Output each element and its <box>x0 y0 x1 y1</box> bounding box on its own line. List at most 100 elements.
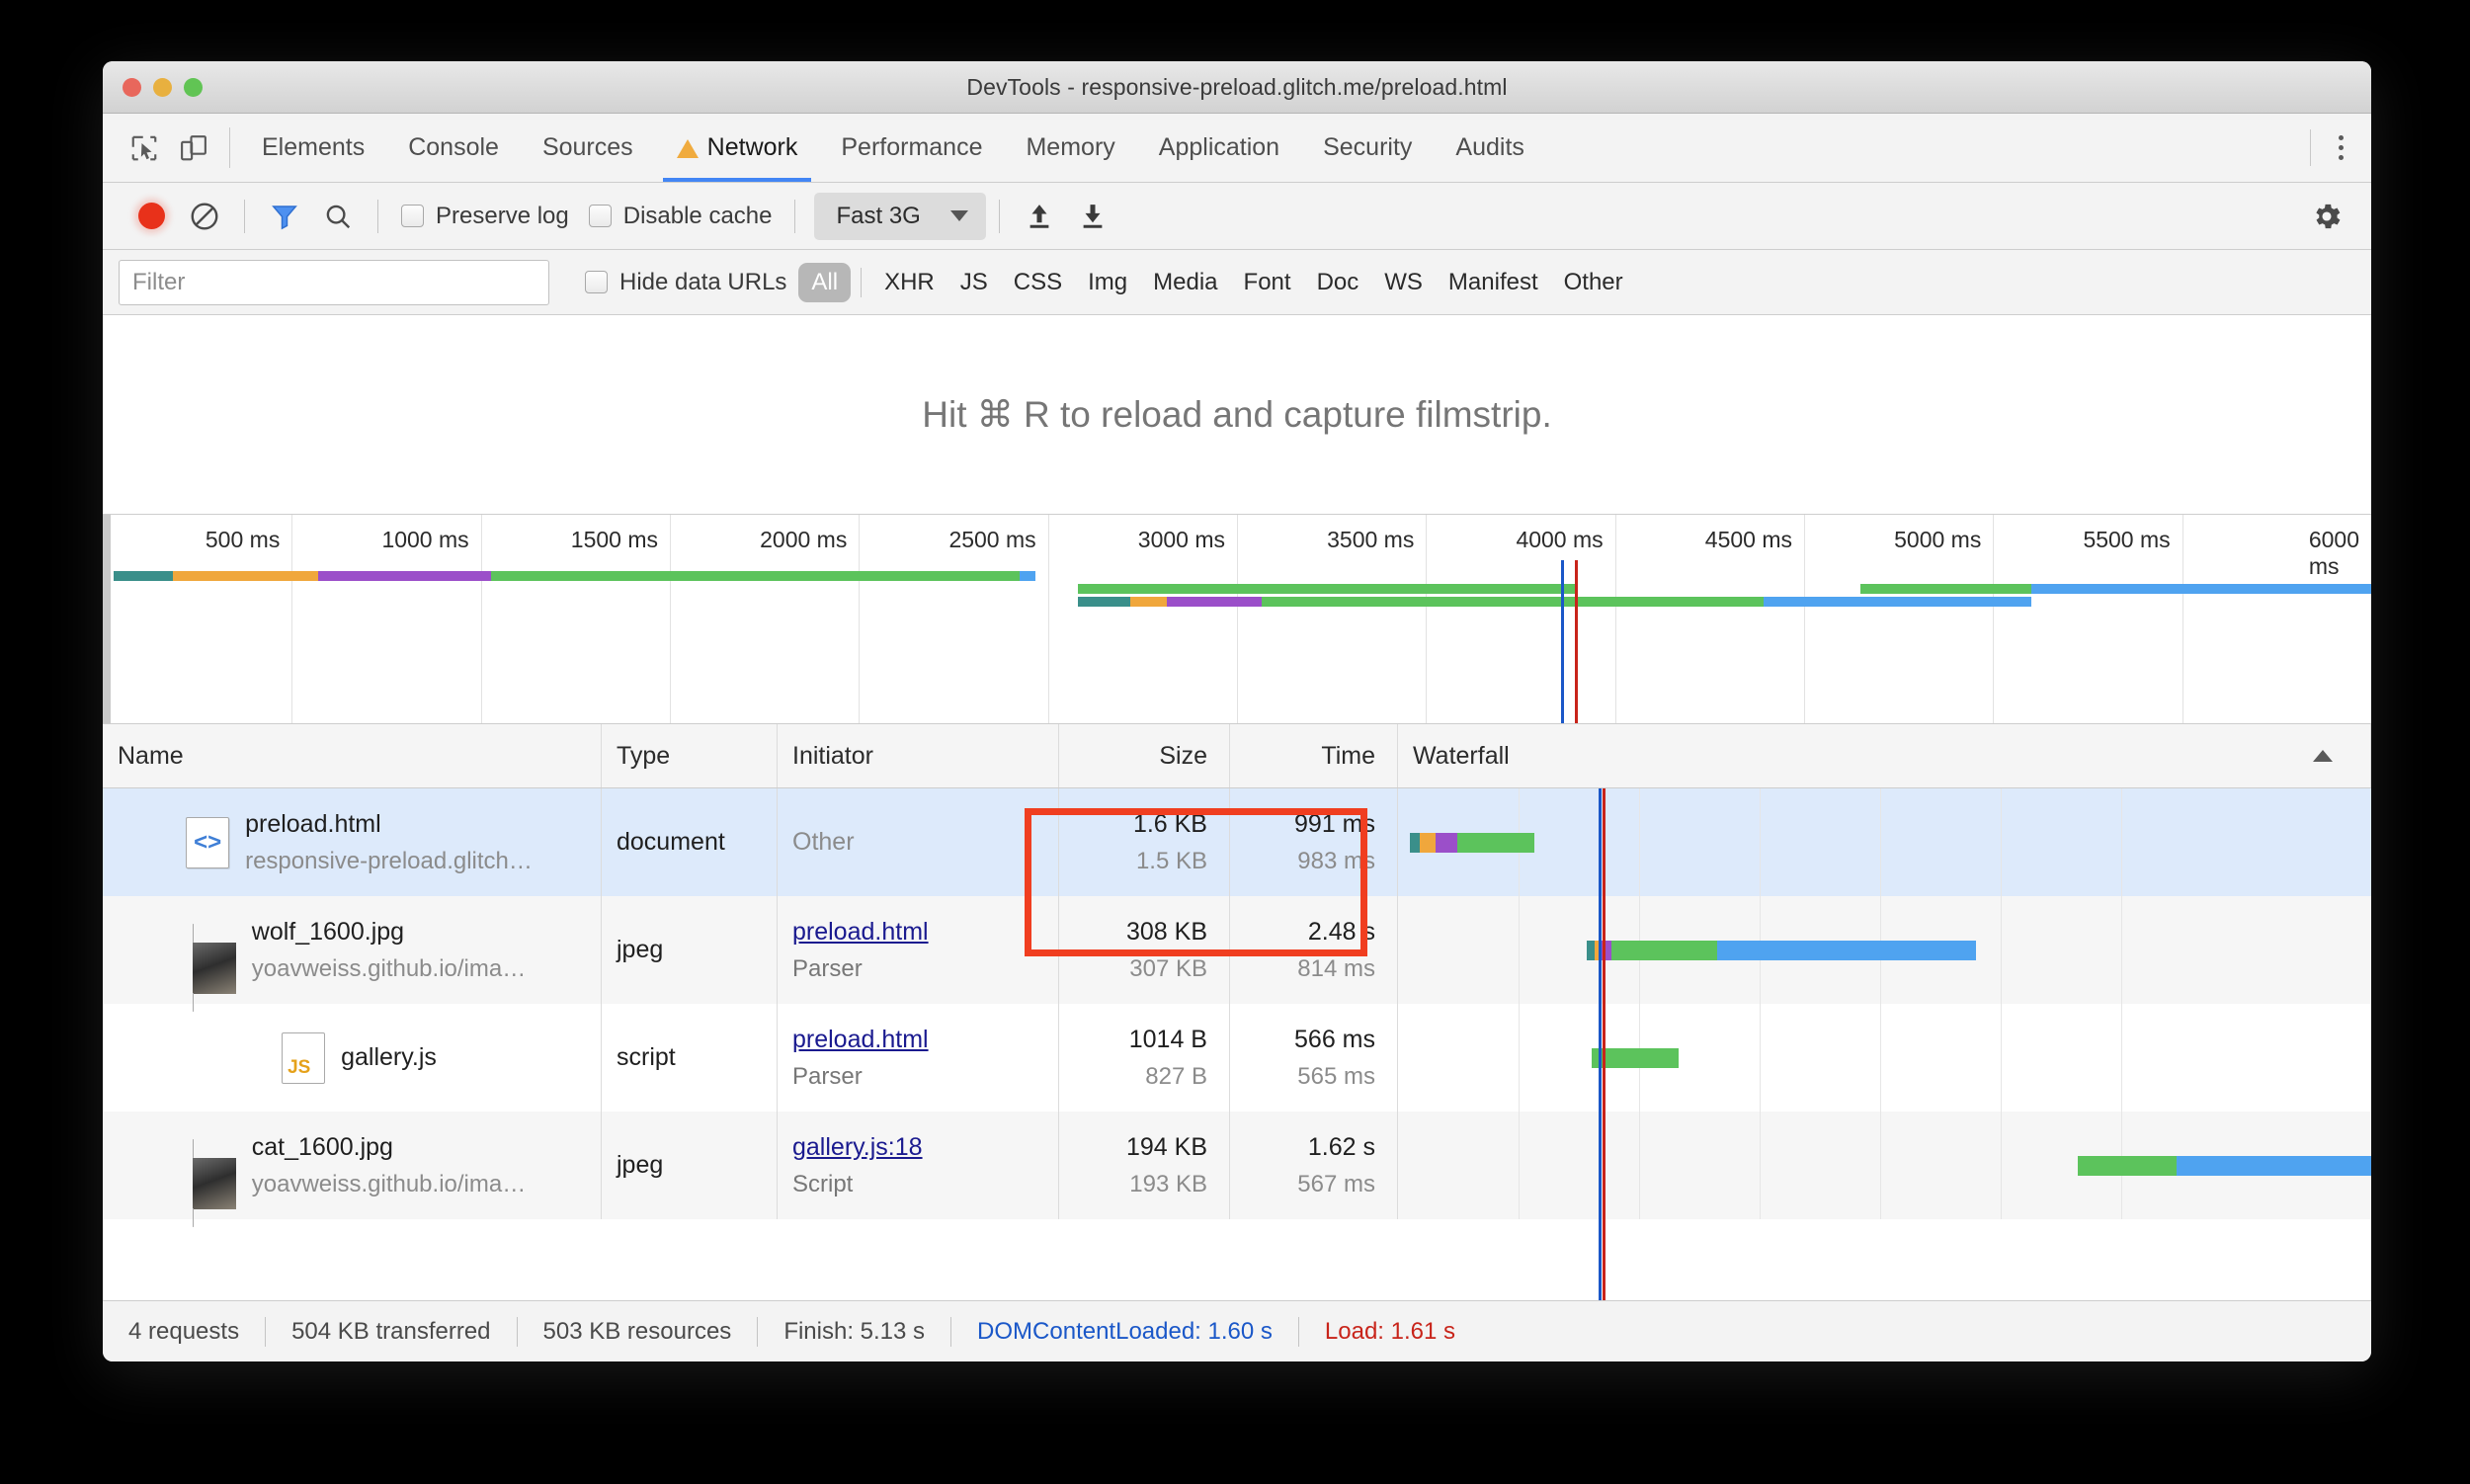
cell-name[interactable]: JS gallery.js <box>103 1004 602 1112</box>
filmstrip-panel: Hit ⌘ R to reload and capture filmstrip. <box>103 315 2371 515</box>
zoom-button[interactable] <box>184 77 203 97</box>
initiator-text: Other <box>792 828 855 856</box>
table-row[interactable]: wolf_1600.jpg yoavweiss.github.io/ima… jpe… <box>103 896 2371 1012</box>
table-row[interactable]: cat_1600.jpg yoavweiss.github.io/ima… jpeg… <box>103 1112 2371 1227</box>
search-icon[interactable] <box>311 190 365 243</box>
disable-cache-box[interactable] <box>588 205 612 227</box>
tab-sources[interactable]: Sources <box>521 114 655 182</box>
hide-data-urls-box[interactable] <box>585 271 608 293</box>
load-time: Load: 1.61 s <box>1324 1317 1456 1345</box>
column-header-waterfall[interactable]: Waterfall <box>1398 724 2371 787</box>
cell-name[interactable]: wolf_1600.jpg yoavweiss.github.io/ima… <box>103 896 602 1012</box>
type-filter-font[interactable]: Font <box>1243 268 1291 295</box>
type-filter-media[interactable]: Media <box>1153 268 1218 295</box>
tab-label: Audits <box>1455 133 1524 161</box>
table-row[interactable]: JS gallery.js script preload.html Parser 1014… <box>103 1004 2371 1112</box>
tab-console[interactable]: Console <box>386 114 521 182</box>
request-name: gallery.js <box>341 1043 437 1071</box>
tab-elements[interactable]: Elements <box>240 114 386 182</box>
resources-size: 503 KB resources <box>542 1317 732 1345</box>
tab-network[interactable]: Network <box>655 114 820 182</box>
waterfall-gridlines <box>1398 788 2371 896</box>
clear-icon[interactable] <box>178 190 231 243</box>
tab-security[interactable]: Security <box>1301 114 1434 182</box>
type-filter-js[interactable]: JS <box>959 268 988 295</box>
column-header-initiator[interactable]: Initiator <box>778 724 1059 787</box>
hide-data-urls-checkbox[interactable]: Hide data URLs <box>585 269 786 296</box>
initiator-kind: Parser <box>792 954 863 982</box>
type-filter-xhr[interactable]: XHR <box>884 268 935 295</box>
footer-divider-3 <box>757 1316 759 1347</box>
window-traffic-lights[interactable] <box>123 77 203 97</box>
waterfall-bar <box>1436 832 1457 853</box>
time-total: 566 ms <box>1294 1025 1375 1053</box>
type-filter-css[interactable]: CSS <box>1013 268 1063 295</box>
close-button[interactable] <box>123 77 141 97</box>
table-row[interactable]: <> preload.html responsive-preload.glitch…… <box>103 788 2371 896</box>
tab-performance[interactable]: Performance <box>819 114 1004 182</box>
device-toolbar-icon[interactable] <box>174 128 213 168</box>
overview-tick-label: 3500 ms <box>1327 527 1415 552</box>
size-transferred: 194 KB <box>1125 1132 1207 1161</box>
type-filter-img[interactable]: Img <box>1088 268 1128 295</box>
column-header-type[interactable]: Type <box>602 724 778 787</box>
script-file-icon: JS <box>282 1031 326 1084</box>
export-har-icon[interactable] <box>1066 190 1119 243</box>
cell-name[interactable]: cat_1600.jpg yoavweiss.github.io/ima… <box>103 1112 602 1227</box>
network-toolbar: Preserve log Disable cache Fast 3G <box>103 183 2371 250</box>
waterfall-gridlines <box>1398 1004 2371 1112</box>
type-filter-other[interactable]: Other <box>1563 268 1623 295</box>
type-filter-all[interactable]: All <box>798 262 852 302</box>
record-button-icon[interactable] <box>124 190 178 243</box>
overview-segment <box>2030 584 2371 594</box>
filter-input[interactable] <box>119 259 549 305</box>
throttling-select[interactable]: Fast 3G <box>814 192 986 240</box>
column-header-time[interactable]: Time <box>1230 724 1398 787</box>
column-header-name[interactable]: Name <box>103 724 602 787</box>
overview-tick-label: 5500 ms <box>2083 527 2171 552</box>
initiator-link[interactable]: gallery.js:18 <box>792 1132 923 1161</box>
filter-funnel-icon[interactable] <box>258 190 311 243</box>
waterfall-gridline <box>1880 1112 1881 1219</box>
preserve-log-box[interactable] <box>401 205 424 227</box>
tab-label: Network <box>706 133 798 161</box>
filmstrip-hint: Hit ⌘ R to reload and capture filmstrip. <box>922 394 1552 435</box>
size-resource: 827 B <box>1145 1062 1207 1090</box>
size-resource: 193 KB <box>1129 1170 1207 1197</box>
waterfall-bar <box>1410 832 1420 853</box>
tab-memory[interactable]: Memory <box>1004 114 1136 182</box>
tab-label: Console <box>408 133 499 161</box>
inspect-element-icon[interactable] <box>124 128 164 168</box>
cell-time: 991 ms 983 ms <box>1230 788 1398 896</box>
third-overview-bar <box>103 597 2371 610</box>
cell-name[interactable]: <> preload.html responsive-preload.glitch… <box>103 788 602 896</box>
kebab-menu-icon[interactable] <box>2311 114 2371 182</box>
minimize-button[interactable] <box>153 77 172 97</box>
initiator-link[interactable]: preload.html <box>792 917 929 946</box>
waterfall-gridline <box>1639 788 1640 896</box>
waterfall-gridline <box>2121 1004 2122 1112</box>
gear-icon[interactable] <box>2310 200 2349 233</box>
tab-audits[interactable]: Audits <box>1434 114 1545 182</box>
type-filter-ws[interactable]: WS <box>1384 268 1423 295</box>
type-filter-manifest[interactable]: Manifest <box>1447 268 1538 295</box>
size-resource: 1.5 KB <box>1135 847 1207 874</box>
disable-cache-checkbox[interactable]: Disable cache <box>588 203 772 230</box>
sort-ascending-icon <box>2313 750 2333 762</box>
column-header-size[interactable]: Size <box>1059 724 1230 787</box>
tab-application[interactable]: Application <box>1137 114 1301 182</box>
preserve-log-checkbox[interactable]: Preserve log <box>401 203 569 230</box>
waterfall-bar <box>1595 940 1601 960</box>
column-header-label: Name <box>118 741 184 770</box>
overview-segment <box>1860 584 2031 594</box>
network-overview[interactable]: 500 ms 1000 ms 1500 ms 2000 ms 2500 ms 3000 m… <box>103 515 2371 724</box>
overview-gridline <box>2182 515 2183 723</box>
request-name: cat_1600.jpg <box>251 1132 393 1161</box>
import-har-icon[interactable] <box>1013 190 1066 243</box>
initiator-link[interactable]: preload.html <box>792 1025 929 1053</box>
overview-tick-label: 6000 ms <box>2308 527 2359 579</box>
column-header-label: Size <box>1159 741 1207 770</box>
cell-time: 2.48 s 814 ms <box>1230 896 1398 1004</box>
type-filter-doc[interactable]: Doc <box>1316 268 1359 295</box>
overview-left-handle[interactable] <box>103 515 111 723</box>
